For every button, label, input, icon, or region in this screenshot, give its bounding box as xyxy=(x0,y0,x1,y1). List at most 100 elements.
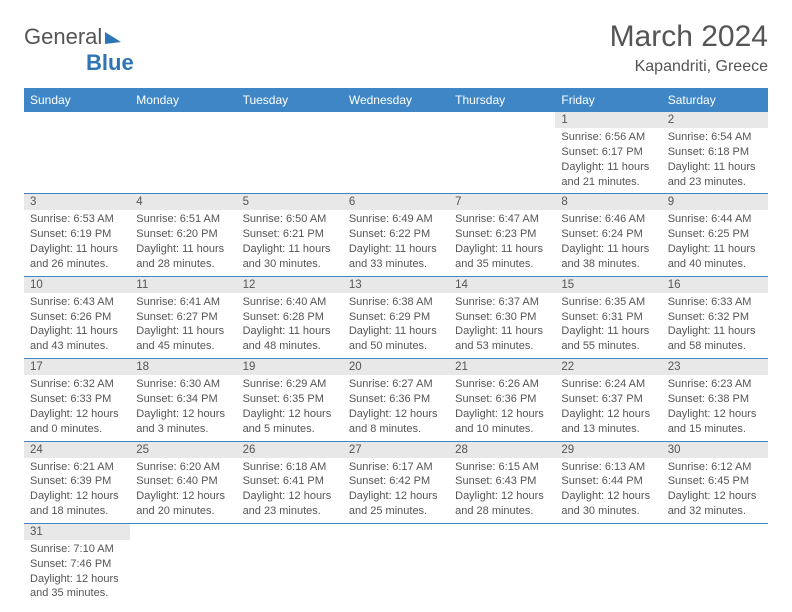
sunset-text: Sunset: 6:29 PM xyxy=(349,310,443,325)
sunrise-text: Sunrise: 6:53 AM xyxy=(30,212,124,227)
day-number-cell: 6 xyxy=(343,194,449,211)
weekday-header: Wednesday xyxy=(343,88,449,112)
daylight-text: Daylight: 11 hours and 50 minutes. xyxy=(349,324,443,354)
day-number-cell: 20 xyxy=(343,359,449,376)
sunrise-text: Sunrise: 6:12 AM xyxy=(668,460,762,475)
day-info-cell: Sunrise: 6:12 AMSunset: 6:45 PMDaylight:… xyxy=(662,458,768,524)
day-number-cell: 3 xyxy=(24,194,130,211)
daylight-text: Daylight: 11 hours and 28 minutes. xyxy=(136,242,230,272)
sunrise-text: Sunrise: 6:47 AM xyxy=(455,212,549,227)
day-number-cell: 27 xyxy=(343,441,449,458)
info-row: Sunrise: 6:56 AMSunset: 6:17 PMDaylight:… xyxy=(24,128,768,194)
day-info-cell: Sunrise: 6:49 AMSunset: 6:22 PMDaylight:… xyxy=(343,210,449,276)
day-info-cell: Sunrise: 6:53 AMSunset: 6:19 PMDaylight:… xyxy=(24,210,130,276)
day-number-cell: 2 xyxy=(662,112,768,128)
day-number-cell xyxy=(449,523,555,540)
sunrise-text: Sunrise: 6:50 AM xyxy=(243,212,337,227)
day-number-cell: 18 xyxy=(130,359,236,376)
day-number-cell: 12 xyxy=(237,276,343,293)
day-info-cell: Sunrise: 6:40 AMSunset: 6:28 PMDaylight:… xyxy=(237,293,343,359)
sunrise-text: Sunrise: 6:15 AM xyxy=(455,460,549,475)
daylight-text: Daylight: 12 hours and 28 minutes. xyxy=(455,489,549,519)
sunrise-text: Sunrise: 6:21 AM xyxy=(30,460,124,475)
sunrise-text: Sunrise: 6:40 AM xyxy=(243,295,337,310)
daylight-text: Daylight: 12 hours and 8 minutes. xyxy=(349,407,443,437)
logo: General xyxy=(24,24,121,50)
sunset-text: Sunset: 6:24 PM xyxy=(561,227,655,242)
sunset-text: Sunset: 6:31 PM xyxy=(561,310,655,325)
weekday-header: Saturday xyxy=(662,88,768,112)
sunset-text: Sunset: 6:36 PM xyxy=(349,392,443,407)
weekday-header: Friday xyxy=(555,88,661,112)
sunrise-text: Sunrise: 6:37 AM xyxy=(455,295,549,310)
sunset-text: Sunset: 6:25 PM xyxy=(668,227,762,242)
sunrise-text: Sunrise: 6:54 AM xyxy=(668,130,762,145)
day-number-cell: 4 xyxy=(130,194,236,211)
day-number-cell: 16 xyxy=(662,276,768,293)
sunset-text: Sunset: 6:45 PM xyxy=(668,474,762,489)
sunset-text: Sunset: 6:38 PM xyxy=(668,392,762,407)
sunrise-text: Sunrise: 6:38 AM xyxy=(349,295,443,310)
day-info-cell xyxy=(449,128,555,194)
sunset-text: Sunset: 6:37 PM xyxy=(561,392,655,407)
day-info-cell: Sunrise: 6:37 AMSunset: 6:30 PMDaylight:… xyxy=(449,293,555,359)
day-number-cell: 13 xyxy=(343,276,449,293)
day-info-cell: Sunrise: 6:21 AMSunset: 6:39 PMDaylight:… xyxy=(24,458,130,524)
day-info-cell: Sunrise: 6:35 AMSunset: 6:31 PMDaylight:… xyxy=(555,293,661,359)
day-number-cell xyxy=(130,112,236,128)
day-info-cell xyxy=(343,540,449,605)
daylight-text: Daylight: 12 hours and 5 minutes. xyxy=(243,407,337,437)
day-info-cell xyxy=(237,128,343,194)
day-info-cell xyxy=(130,128,236,194)
daylight-text: Daylight: 12 hours and 32 minutes. xyxy=(668,489,762,519)
sunset-text: Sunset: 6:30 PM xyxy=(455,310,549,325)
sunrise-text: Sunrise: 6:13 AM xyxy=(561,460,655,475)
day-info-cell xyxy=(237,540,343,605)
daylight-text: Daylight: 11 hours and 40 minutes. xyxy=(668,242,762,272)
day-info-cell: Sunrise: 6:33 AMSunset: 6:32 PMDaylight:… xyxy=(662,293,768,359)
daynum-row: 12 xyxy=(24,112,768,128)
sunset-text: Sunset: 6:43 PM xyxy=(455,474,549,489)
page-header: General March 2024 Kapandriti, Greece xyxy=(24,20,768,76)
day-info-cell: Sunrise: 6:51 AMSunset: 6:20 PMDaylight:… xyxy=(130,210,236,276)
day-number-cell: 31 xyxy=(24,523,130,540)
weekday-header-row: Sunday Monday Tuesday Wednesday Thursday… xyxy=(24,88,768,112)
info-row: Sunrise: 7:10 AMSunset: 7:46 PMDaylight:… xyxy=(24,540,768,605)
daylight-text: Daylight: 12 hours and 20 minutes. xyxy=(136,489,230,519)
sunrise-text: Sunrise: 6:23 AM xyxy=(668,377,762,392)
sunset-text: Sunset: 6:35 PM xyxy=(243,392,337,407)
day-number-cell xyxy=(343,523,449,540)
sunset-text: Sunset: 7:46 PM xyxy=(30,557,124,572)
day-number-cell: 24 xyxy=(24,441,130,458)
info-row: Sunrise: 6:32 AMSunset: 6:33 PMDaylight:… xyxy=(24,375,768,441)
day-info-cell: Sunrise: 6:38 AMSunset: 6:29 PMDaylight:… xyxy=(343,293,449,359)
sunrise-text: Sunrise: 6:33 AM xyxy=(668,295,762,310)
daylight-text: Daylight: 11 hours and 48 minutes. xyxy=(243,324,337,354)
sunset-text: Sunset: 6:23 PM xyxy=(455,227,549,242)
day-info-cell: Sunrise: 6:23 AMSunset: 6:38 PMDaylight:… xyxy=(662,375,768,441)
day-number-cell: 25 xyxy=(130,441,236,458)
daylight-text: Daylight: 12 hours and 0 minutes. xyxy=(30,407,124,437)
day-info-cell: Sunrise: 6:44 AMSunset: 6:25 PMDaylight:… xyxy=(662,210,768,276)
month-title: March 2024 xyxy=(610,20,768,54)
sunset-text: Sunset: 6:33 PM xyxy=(30,392,124,407)
day-info-cell xyxy=(662,540,768,605)
day-number-cell: 15 xyxy=(555,276,661,293)
day-number-cell xyxy=(24,112,130,128)
sunrise-text: Sunrise: 6:49 AM xyxy=(349,212,443,227)
daylight-text: Daylight: 12 hours and 25 minutes. xyxy=(349,489,443,519)
day-number-cell: 29 xyxy=(555,441,661,458)
daynum-row: 10111213141516 xyxy=(24,276,768,293)
daylight-text: Daylight: 11 hours and 55 minutes. xyxy=(561,324,655,354)
sunset-text: Sunset: 6:22 PM xyxy=(349,227,443,242)
day-info-cell: Sunrise: 6:17 AMSunset: 6:42 PMDaylight:… xyxy=(343,458,449,524)
sunrise-text: Sunrise: 6:26 AM xyxy=(455,377,549,392)
sunrise-text: Sunrise: 6:35 AM xyxy=(561,295,655,310)
sunrise-text: Sunrise: 6:51 AM xyxy=(136,212,230,227)
day-info-cell: Sunrise: 6:29 AMSunset: 6:35 PMDaylight:… xyxy=(237,375,343,441)
daylight-text: Daylight: 11 hours and 33 minutes. xyxy=(349,242,443,272)
day-info-cell xyxy=(24,128,130,194)
sunset-text: Sunset: 6:32 PM xyxy=(668,310,762,325)
day-number-cell: 26 xyxy=(237,441,343,458)
day-info-cell: Sunrise: 6:30 AMSunset: 6:34 PMDaylight:… xyxy=(130,375,236,441)
